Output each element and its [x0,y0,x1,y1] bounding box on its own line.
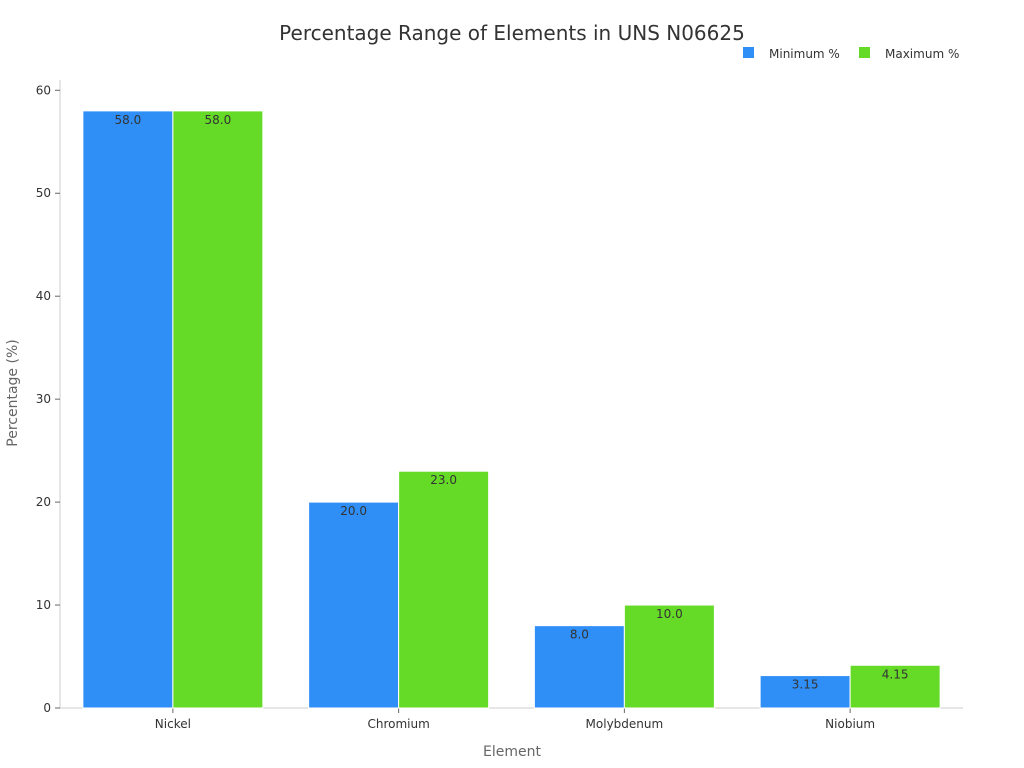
chart-title: Percentage Range of Elements in UNS N066… [279,21,745,45]
bar-maximum-chromium[interactable] [398,470,490,709]
data-label: 3.15 [792,678,819,692]
legend: Minimum % Maximum % [743,47,959,61]
y-tick-label: 0 [43,701,51,715]
y-tick-label: 30 [36,392,51,406]
x-tick-label: Nickel [155,717,191,731]
x-axis-label: Element [483,744,541,760]
bar-maximum-nickel[interactable] [172,110,264,709]
legend-swatch [859,47,870,58]
bar-minimum-nickel[interactable] [82,110,174,709]
y-tick-label: 20 [36,495,51,509]
y-tick-label: 60 [36,83,51,97]
data-label: 58.0 [205,113,232,127]
bar-minimum-molybdenum[interactable] [533,625,625,709]
data-label: 20.0 [340,504,367,518]
data-labels: 58.0 20.0 8.0 3.15 58.0 23.0 10.0 4.15 [115,113,909,692]
y-tick-label: 40 [36,289,51,303]
y-axis: 0 10 20 30 40 50 60 [36,80,61,715]
y-axis-label: Percentage (%) [5,339,21,446]
y-tick-label: 10 [36,598,51,612]
x-tick-label: Niobium [825,717,875,731]
legend-label: Minimum % [769,47,840,61]
legend-swatch [743,47,754,58]
x-tick-label: Chromium [367,717,429,731]
data-label: 23.0 [430,473,457,487]
x-axis: Nickel Chromium Molybdenum Niobium [60,707,963,731]
bars [82,110,941,709]
bar-maximum-molybdenum[interactable] [623,604,715,709]
x-tick-label: Molybdenum [586,717,664,731]
data-label: 4.15 [882,667,909,681]
bar-minimum-chromium[interactable] [308,501,400,709]
data-label: 8.0 [570,628,589,642]
legend-label: Maximum % [885,47,959,61]
bar-maximum-niobium[interactable] [849,664,941,709]
data-label: 58.0 [115,113,142,127]
data-label: 10.0 [656,607,683,621]
bar-minimum-niobium[interactable] [759,675,851,709]
y-tick-label: 50 [36,186,51,200]
